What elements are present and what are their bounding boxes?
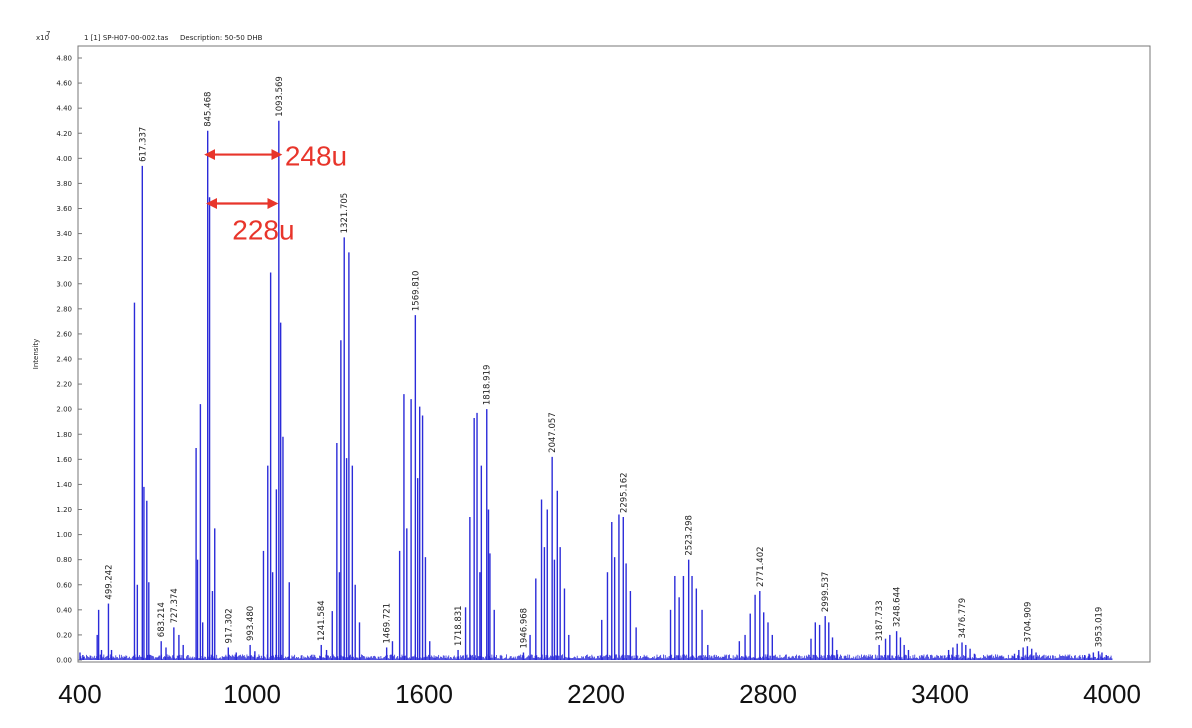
x-tick-label: 3400 <box>911 679 969 709</box>
x-tick-label: 400 <box>58 679 101 709</box>
x-tick-label: 4000 <box>1083 679 1141 709</box>
peak-label: 1241.584 <box>317 600 327 641</box>
y-tick-label: 4.60 <box>56 80 72 88</box>
peak-label: 1946.968 <box>519 608 529 649</box>
peak-label: 3953.019 <box>1095 607 1105 648</box>
y-tick-label: 1.00 <box>56 531 72 539</box>
y-tick-label: 1.20 <box>56 506 72 514</box>
peak-label: 1093.569 <box>275 76 285 117</box>
x-tick-label: 2800 <box>739 679 797 709</box>
y-tick-label: 1.60 <box>56 456 72 464</box>
annotation-label: 248u <box>285 141 347 172</box>
peak-label: 1569.810 <box>411 271 421 312</box>
y-tick-label: 4.40 <box>56 105 72 113</box>
peak-label: 617.337 <box>138 127 148 162</box>
y-tick-label: 1.80 <box>56 431 72 439</box>
peak-label: 3704.909 <box>1023 602 1033 643</box>
y-tick-label: 2.20 <box>56 381 72 389</box>
y-axis-ticks: 0.00 0.20 0.40 0.60 0.80 1.00 1.20 1.40 1.60 1.80… <box>56 55 82 665</box>
y-tick-label: 3.80 <box>56 180 72 188</box>
x-tick-label: 2200 <box>567 679 625 709</box>
y-tick-label: 0.60 <box>56 581 72 589</box>
y-tick-label: 3.40 <box>56 230 72 238</box>
y-tick-label: 0.00 <box>56 657 72 665</box>
y-exponent-power: 7 <box>46 30 50 38</box>
plot-frame <box>77 45 1151 663</box>
peak-label: 3187.733 <box>875 600 885 641</box>
y-tick-label: 4.00 <box>56 155 72 163</box>
peak-label: 2295.162 <box>619 472 629 513</box>
annotation-label: 228u <box>232 214 294 245</box>
y-tick-label: 2.00 <box>56 406 72 414</box>
peak-label: 2771.402 <box>756 546 766 587</box>
peak-label: 2999.537 <box>821 572 831 613</box>
peak-label: 1469.721 <box>383 603 393 644</box>
y-tick-label: 2.60 <box>56 330 72 338</box>
peak-label: 1818.919 <box>483 365 493 406</box>
peak-label: 1321.705 <box>340 193 350 234</box>
y-tick-label: 3.20 <box>56 255 72 263</box>
peak-label: 2047.057 <box>548 412 558 453</box>
file-name: 1 [1] SP-H07-00-002.tas <box>84 34 169 42</box>
annotations: 248u 228u <box>204 141 347 245</box>
peak-label: 1718.831 <box>454 605 464 646</box>
peak-label: 727.374 <box>170 588 180 623</box>
peak-label: 3248.644 <box>893 587 903 628</box>
peak-label: 917.302 <box>224 608 234 643</box>
y-tick-label: 0.80 <box>56 556 72 564</box>
x-tick-label: 1600 <box>395 679 453 709</box>
y-tick-label: 2.40 <box>56 356 72 364</box>
y-tick-label: 0.40 <box>56 606 72 614</box>
y-tick-label: 4.80 <box>56 55 72 63</box>
y-tick-label: 3.60 <box>56 205 72 213</box>
y-tick-label: 1.40 <box>56 481 72 489</box>
y-exponent-label: x10 <box>36 34 49 42</box>
y-tick-label: 0.20 <box>56 631 72 639</box>
x-tick-label: 1000 <box>223 679 281 709</box>
x-axis-ticks: 400 1000 1600 2200 2800 3400 4000 <box>58 679 1141 709</box>
peak-label: 499.242 <box>104 564 114 599</box>
y-tick-label: 2.80 <box>56 305 72 313</box>
peak-bars <box>79 120 1113 660</box>
y-axis-label: Intensity <box>32 339 40 369</box>
peak-label: 2523.298 <box>685 515 695 556</box>
description: Description: 50-50 DHB <box>180 34 263 42</box>
y-tick-label: 4.20 <box>56 130 72 138</box>
y-tick-label: 3.00 <box>56 280 72 288</box>
peak-label: 993.480 <box>246 606 256 641</box>
peak-label: 3476.779 <box>958 598 968 639</box>
peak-label: 683.214 <box>157 602 167 637</box>
peak-label: 845.468 <box>204 92 214 127</box>
peak-labels: 499.242 617.337 683.214 727.374 845.468 917.3… <box>104 76 1104 648</box>
